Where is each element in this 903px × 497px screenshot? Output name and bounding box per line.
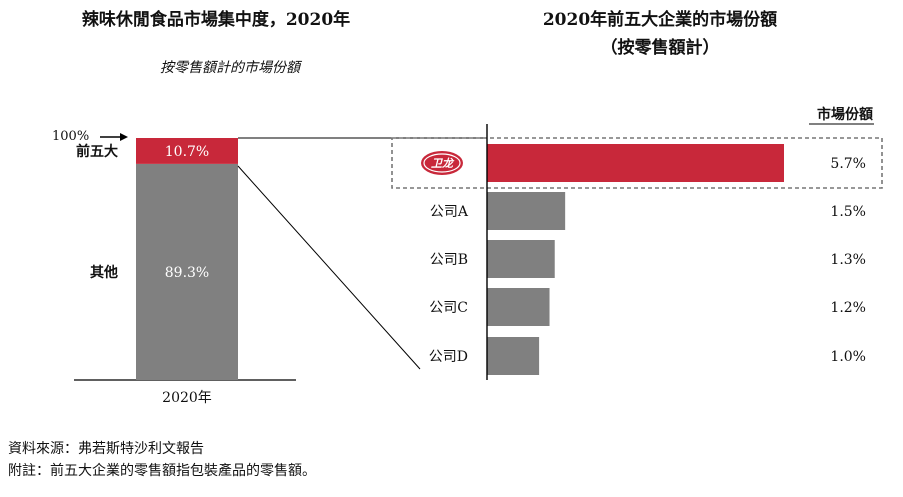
horizontal-bar-chart: 市場份額 5.7% 卫龙 1.5% 公司A 1.3% 公司B 1.2% 公司C 1.0% 公司D — [391, 106, 883, 380]
bar-value-label: 1.0% — [830, 349, 866, 365]
category-label: 公司D — [429, 349, 468, 365]
bar-value-label: 1.5% — [830, 204, 866, 220]
bar-company-c — [487, 288, 550, 326]
source-note: 資料來源：弗若斯特沙利文報告 — [8, 441, 204, 457]
bar-value-label: 1.2% — [830, 300, 866, 316]
bar-segment-others — [136, 163, 238, 380]
category-label: 公司A — [430, 204, 469, 220]
bar-value-label: 1.3% — [830, 252, 866, 268]
left-chart-title: 辣味休閒食品市場集中度，2020年 — [82, 9, 350, 30]
category-label: 公司C — [429, 300, 468, 316]
series-label: 其他 — [90, 264, 118, 281]
weilong-logo: 卫龙 — [421, 151, 463, 175]
x-tick-label: 2020年 — [162, 390, 212, 406]
bar-value-label: 89.3% — [165, 265, 209, 281]
top-marker-label: 100% — [52, 129, 89, 144]
svg-text:卫龙: 卫龙 — [431, 157, 455, 170]
right-chart-title: 2020年前五大企業的市場份額 — [543, 9, 777, 30]
series-label: 前五大 — [76, 143, 118, 160]
footnote: 附註：前五大企業的零售額指包裝產品的零售額。 — [8, 462, 316, 479]
highlight-box — [391, 137, 883, 189]
bar-company-d — [487, 337, 540, 375]
bar-segment-top5 — [136, 138, 238, 164]
left-chart-subtitle: 按零售額計的市場份額 — [160, 60, 303, 76]
value-column-header: 市場份額 — [817, 106, 873, 123]
arrow-head-icon — [120, 133, 128, 141]
bar-company-a — [487, 192, 566, 230]
right-chart-title-line2: （按零售額計） — [601, 37, 720, 58]
bar-weilong — [487, 144, 784, 182]
bar-value-label: 5.7% — [830, 156, 866, 172]
connector-line-bottom — [237, 165, 421, 370]
bar-company-b — [487, 240, 555, 278]
bar-value-label: 10.7% — [165, 144, 209, 160]
category-label: 公司B — [430, 252, 468, 268]
